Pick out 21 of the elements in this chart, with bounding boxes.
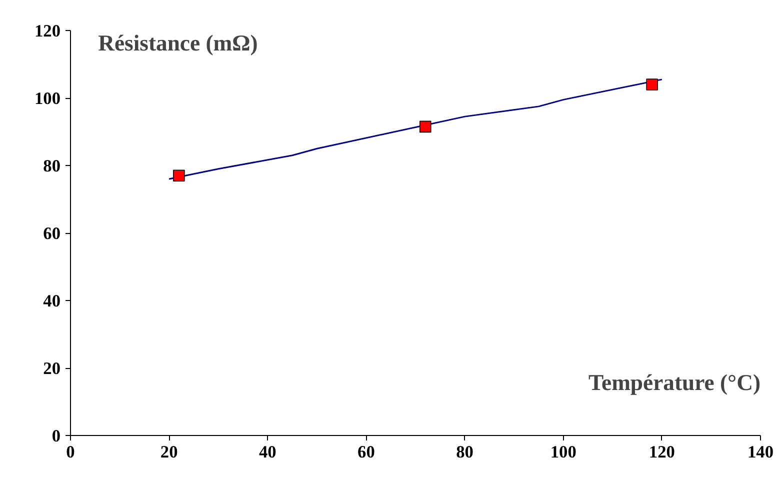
line-series <box>168 78 663 180</box>
x-tick-label: 0 <box>66 442 75 462</box>
y-tick-label: 60 <box>43 224 60 243</box>
x-tick-label: 140 <box>748 442 774 462</box>
y-tick-label: 40 <box>43 292 60 310</box>
point <box>173 170 185 182</box>
point <box>419 120 432 133</box>
y-tick-label: 20 <box>43 359 60 378</box>
point <box>646 78 658 90</box>
x-axis-title: Température (°C) <box>588 370 761 395</box>
y-tick-label: 0 <box>52 426 61 446</box>
x-tick-label: 120 <box>648 442 675 462</box>
y-axis-title: Résistance (mΩ) <box>98 30 258 56</box>
x-tick-label: 80 <box>456 442 474 462</box>
y-tick-label: 120 <box>34 22 61 40</box>
y-tick-label: 80 <box>43 156 60 176</box>
x-tick-label: 20 <box>160 442 178 462</box>
x-tick-label: 60 <box>358 442 375 462</box>
y-tick-label: 100 <box>34 89 61 108</box>
x-tick-label: 40 <box>258 442 276 462</box>
x-tick-label: 100 <box>550 442 576 462</box>
